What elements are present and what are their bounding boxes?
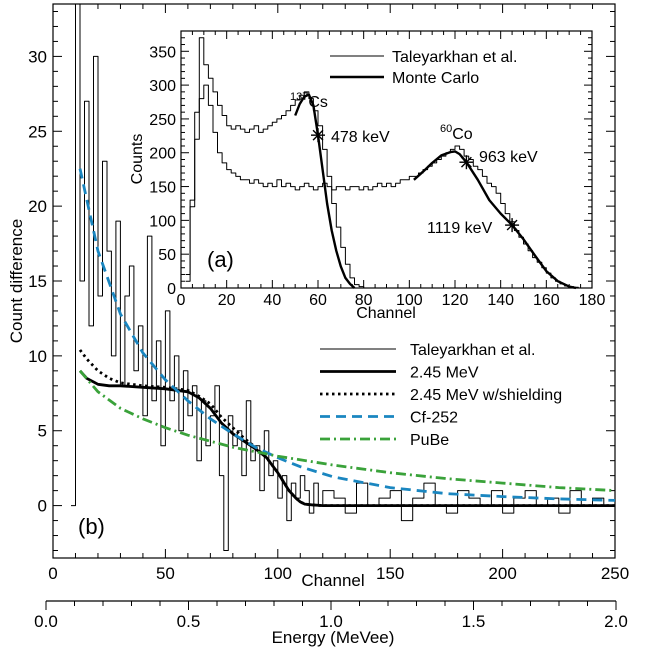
main-y-tick-label: 15 (28, 272, 47, 291)
inset-y-tick-label: 150 (149, 180, 176, 197)
legend-pube-label: PuBe (410, 432, 449, 449)
energy-axis-label: Energy (MeVee) (272, 628, 395, 647)
legend-2-45-mev-w-shielding-label: 2.45 MeV w/shielding (410, 387, 562, 404)
legend-taleyarkhan-et-al--label: Taleyarkhan et al. (410, 342, 535, 359)
inset-x-tick-label: 140 (487, 292, 514, 309)
inset-y-tick-label: 50 (158, 247, 176, 264)
panel-b-label: (b) (78, 514, 105, 539)
inset-series-monte-carlo (413, 150, 577, 290)
inset-x-tick-label: 100 (396, 292, 423, 309)
star-stroke (460, 156, 472, 168)
inset-x-tick-label: 0 (177, 292, 186, 309)
star-stroke (506, 219, 518, 231)
energy-annotation: 478 keV (331, 129, 390, 146)
main-x-tick-label: 100 (264, 564, 292, 583)
main-x-axis-label: Channel (301, 571, 364, 590)
main-y-tick-label: 0 (38, 497, 47, 516)
main-y-tick-label: 30 (28, 47, 47, 66)
main-y-tick-label: 20 (28, 197, 47, 216)
inset-y-tick-label: 300 (149, 78, 176, 95)
main-y-tick-label: 10 (28, 347, 47, 366)
main-legend: Taleyarkhan et al. 2.45 MeV 2.45 MeV w/shi… (320, 342, 562, 449)
inset-annotations: 137Cs 478 keV 60Co 963 keV 1119 keV (290, 91, 538, 237)
energy-tick-label: 0.5 (177, 612, 201, 631)
main-y-axis-label: Count difference (7, 219, 26, 343)
energy-annotation: 963 keV (479, 149, 538, 166)
inset-series-taleyarkhan-et-al- (185, 84, 583, 289)
main-x-tick-label: 50 (156, 564, 175, 583)
energy-annotation: 1119 keV (427, 220, 493, 237)
energy-tick-label: 0.0 (34, 612, 58, 631)
inset-x-tick-label: 180 (579, 292, 606, 309)
legend-cf-252-label: Cf-252 (410, 410, 458, 427)
inset-series-monte-carlo (294, 93, 356, 289)
inset-y-tick-label: 250 (149, 112, 176, 129)
inset-x-tick-label: 120 (442, 292, 469, 309)
series-2-45-mev-w-shielding (78, 349, 615, 507)
inset-y-tick-label: 100 (149, 213, 176, 230)
legend-2-45-mev-label: 2.45 MeV (410, 365, 479, 382)
inset-y-tick-label: 350 (149, 44, 176, 61)
inset-x-tick-label: 40 (263, 292, 281, 309)
star-stroke (312, 129, 324, 141)
isotope-symbol: Cs (308, 94, 328, 111)
inset-x-tick-label: 160 (533, 292, 560, 309)
inset-plot-frame (180, 30, 593, 289)
inset-x-axis-label: Channel (356, 305, 416, 322)
isotope-label: 60Co (440, 123, 473, 143)
inset-y-tick-label: 200 (149, 146, 176, 163)
isotope-symbol: Co (452, 126, 473, 143)
inset-axes: 0 20 40 60 80 100 120 140 160 180 0 50 100 150 200 250 3… (149, 31, 605, 309)
inset-legend: Taleyarkhan et al. Monte Carlo (330, 49, 517, 87)
series-2-45-mev (78, 369, 615, 507)
main-y-tick-label: 25 (28, 122, 47, 141)
inset-x-tick-label: 60 (309, 292, 327, 309)
isotope-label: 137Cs (290, 91, 328, 111)
inset-series-taleyarkhan-et-al- (185, 37, 369, 289)
inset-series (185, 37, 583, 290)
energy-tick-label: 2.0 (604, 612, 628, 631)
series-cf-252 (78, 168, 616, 502)
main-x-tick-label: 0 (48, 564, 57, 583)
inset-x-tick-label: 80 (355, 292, 373, 309)
inset-y-tick-label: 0 (167, 281, 176, 298)
energy-tick-label: 1.0 (319, 612, 343, 631)
inset-star-marker (311, 128, 325, 143)
inset-legend-monte-carlo-label: Monte Carlo (392, 70, 479, 87)
main-y-tick-label: 5 (38, 422, 47, 441)
panel-a-label: (a) (207, 247, 234, 272)
main-x-tick-label: 150 (376, 564, 404, 583)
series-pube (78, 369, 616, 492)
inset-star-marker (505, 218, 520, 233)
energy-tick-label: 1.5 (462, 612, 486, 631)
main-x-tick-label: 250 (601, 564, 629, 583)
energy-axis: 0.0 0.5 1.0 1.5 2.0 (34, 600, 628, 631)
inset-y-axis-label: Counts (129, 134, 146, 185)
inset-legend-taleyarkhan-et-al--label: Taleyarkhan et al. (392, 49, 517, 66)
inset-star-marker (459, 155, 474, 170)
inset-x-tick-label: 20 (218, 292, 236, 309)
isotope-mass-number: 137 (290, 91, 308, 103)
isotope-mass-number: 60 (440, 123, 452, 135)
main-series (71, 3, 616, 551)
main-x-tick-label: 200 (488, 564, 516, 583)
